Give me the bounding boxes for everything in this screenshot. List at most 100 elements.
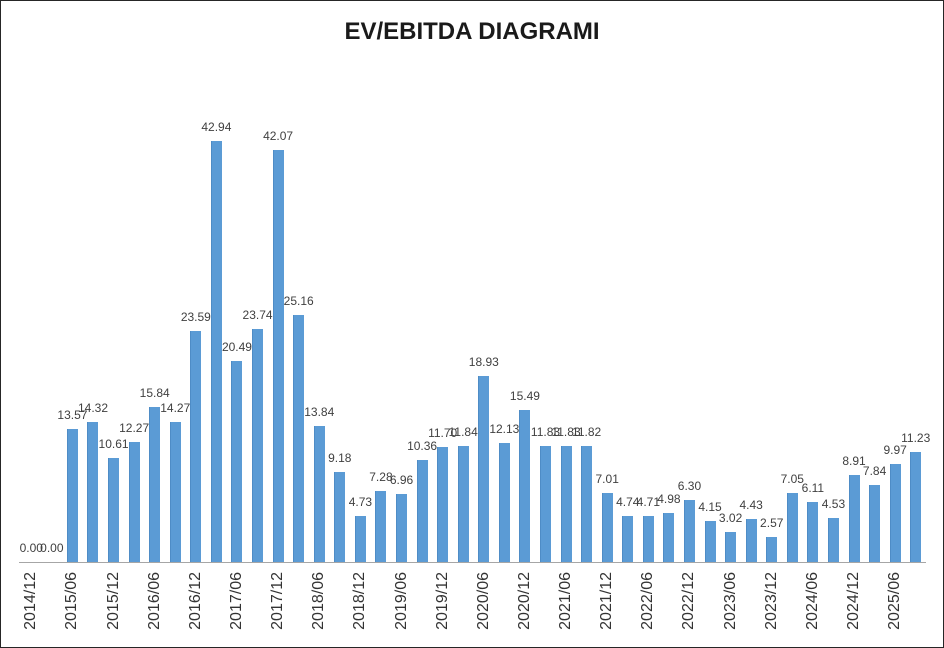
x-axis-tick-label: 2019/06 [392,572,410,630]
bar [252,329,264,562]
bar-value-label: 10.36 [407,439,438,453]
bar-value-label: 4.53 [821,497,846,511]
bar-value-label: 11.84 [448,425,478,439]
x-axis-tick-label: 2020/06 [474,572,492,630]
bar [642,516,654,562]
bar [334,472,346,562]
bar-value-label: 4.98 [657,492,681,506]
bar-value-label: 9.18 [328,451,352,465]
bar-value-label: 4.74 [616,495,640,509]
bar-value-label: 6.30 [677,479,702,493]
x-axis-tick-label: 2015/06 [63,572,81,630]
bar-value-label: 11.70 [428,426,458,440]
bar-value-label: 20.49 [221,340,252,354]
bar [293,315,305,562]
bar-value-label: 7.84 [862,464,887,478]
bar [704,521,716,562]
x-axis-tick-label: 2015/12 [104,572,122,630]
bar [128,442,140,562]
bar-value-label: 6.96 [389,473,414,487]
x-axis-tick-label: 2022/12 [680,572,698,630]
bar [396,494,407,562]
x-axis-tick-label: 2023/06 [721,572,739,630]
bar-value-label: 2.57 [760,516,784,530]
bar [354,516,366,562]
bar [272,150,284,562]
bar [437,447,449,562]
bar-value-label: 15.49 [509,389,540,403]
bar [231,361,243,562]
bar [457,446,469,562]
bar [601,493,613,562]
x-axis-tick-label: 2014/12 [22,572,40,630]
bar-value-label: 11.23 [901,431,931,445]
bar-value-label: 0.00 [40,541,64,555]
bar-value-label: 8.91 [842,454,866,468]
x-axis-tick-label: 2016/12 [186,572,204,630]
bar [683,500,695,562]
x-axis-tick-label: 2022/06 [639,572,657,630]
bar-value-label: 7.28 [369,470,393,484]
bar [313,426,325,562]
bar-value-label: 4.43 [739,498,763,512]
bar [745,519,757,562]
x-axis-tick-label: 2024/12 [845,572,862,630]
bar-value-label: 7.01 [595,472,619,486]
x-axis-tick-label: 2020/12 [515,572,533,630]
bar [786,493,798,562]
bar [622,516,634,562]
x-axis-line [19,562,926,563]
bar-value-label: 12.13 [489,422,520,436]
bar [869,485,881,562]
bar-value-label: 11.82 [572,425,602,439]
bar [807,502,819,562]
x-axis-tick-label: 2023/12 [762,572,780,630]
bar-value-label: 13.57 [57,408,88,422]
bar [478,376,490,562]
bar [66,429,78,562]
bar [519,410,531,562]
bar-value-label: 11.83 [530,425,561,439]
x-axis-tick-label: 2017/06 [227,572,245,630]
x-axis-tick-label: 2021/06 [557,572,575,630]
x-axis-tick-label: 2019/12 [433,572,451,630]
bar [848,475,860,562]
bar-value-label: 4.71 [636,495,661,509]
bar-value-label: 18.93 [468,355,499,369]
bar [190,331,202,562]
bar [539,446,551,562]
bar-value-label: 10.61 [98,437,129,451]
bar [725,532,737,562]
bar [416,460,428,562]
x-axis-tick-label: 2025/06 [886,572,904,630]
bar-value-label: 3.02 [718,511,743,525]
bar-value-label: 4.73 [348,495,373,509]
x-axis-tick-label: 2018/06 [310,572,328,630]
x-axis-tick-label: 2016/06 [145,572,163,630]
bar-value-label: 9.97 [883,443,907,457]
chart-title: EV/EBITDA DIAGRAMI [344,18,600,45]
bar [663,513,675,562]
bar-value-label: 14.27 [160,401,191,415]
x-axis-tick-label: 2024/06 [803,572,821,630]
bar-value-label: 23.59 [180,310,211,324]
bar [827,518,839,562]
bar [581,446,593,562]
bar-value-label: 4.15 [698,500,722,514]
bar [108,458,120,562]
bar [910,452,922,562]
bar [87,422,99,562]
bar-value-label: 6.11 [801,481,825,495]
bar [169,422,181,562]
bar-value-label: 25.16 [283,294,314,308]
bar-value-label: 7.05 [780,472,804,486]
bar-value-label: 23.74 [242,308,273,322]
bar-value-label: 13.84 [304,405,335,419]
x-axis-tick-label: 2017/12 [269,572,287,630]
bar-value-label: 15.84 [139,386,170,400]
x-axis-tick-label: 2021/12 [598,572,616,630]
bar-value-label: 42.07 [263,129,294,143]
bar [560,446,572,562]
